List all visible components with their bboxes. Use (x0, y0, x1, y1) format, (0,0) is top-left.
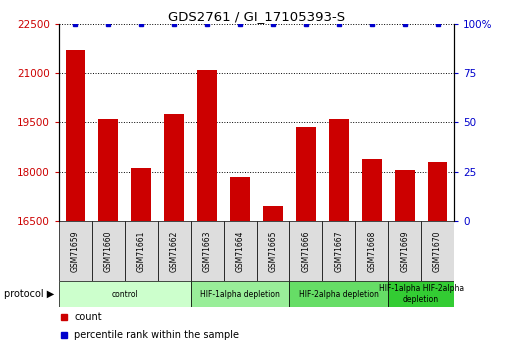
Text: GSM71663: GSM71663 (203, 230, 212, 272)
Bar (66, 50, 85, 221)
Bar (296, 127, 315, 221)
Text: HIF-1alpha depletion: HIF-1alpha depletion (200, 289, 280, 299)
Text: count: count (74, 312, 102, 322)
Bar (191, 221, 224, 281)
Text: HIF-1alpha HIF-2alpha
depletion: HIF-1alpha HIF-2alpha depletion (379, 284, 464, 304)
Bar (224, 221, 256, 281)
Bar (197, 70, 217, 221)
Bar (59, 221, 92, 281)
Bar (230, 177, 250, 221)
Bar (131, 168, 151, 221)
Text: GSM71667: GSM71667 (334, 230, 343, 272)
Title: GDS2761 / GI_17105393-S: GDS2761 / GI_17105393-S (168, 10, 345, 23)
Bar (158, 221, 191, 281)
Text: GSM71660: GSM71660 (104, 230, 113, 272)
Bar (355, 221, 388, 281)
Bar (289, 281, 388, 307)
Text: protocol ▶: protocol ▶ (4, 289, 54, 299)
Text: HIF-2alpha depletion: HIF-2alpha depletion (299, 289, 379, 299)
Text: control: control (111, 289, 138, 299)
Bar (263, 206, 283, 221)
Text: GSM71662: GSM71662 (170, 230, 179, 272)
Bar (92, 221, 125, 281)
Text: GSM71666: GSM71666 (301, 230, 310, 272)
Bar (164, 114, 184, 221)
Bar (428, 162, 447, 221)
Bar (59, 281, 191, 307)
Text: GSM71668: GSM71668 (367, 230, 376, 272)
Text: GSM71661: GSM71661 (137, 230, 146, 272)
Text: GSM71669: GSM71669 (400, 230, 409, 272)
Bar (322, 221, 355, 281)
Text: GSM71670: GSM71670 (433, 230, 442, 272)
Text: GSM71665: GSM71665 (268, 230, 278, 272)
Bar (362, 159, 382, 221)
Bar (256, 221, 289, 281)
Text: GSM71659: GSM71659 (71, 230, 80, 272)
Text: GSM71664: GSM71664 (235, 230, 245, 272)
Bar (289, 221, 322, 281)
Text: percentile rank within the sample: percentile rank within the sample (74, 331, 240, 340)
Bar (421, 221, 454, 281)
Bar (394, 170, 415, 221)
Bar (125, 221, 158, 281)
Bar (329, 119, 349, 221)
Bar (388, 221, 421, 281)
Bar (98, 119, 118, 221)
Bar (191, 281, 289, 307)
Bar (388, 281, 454, 307)
